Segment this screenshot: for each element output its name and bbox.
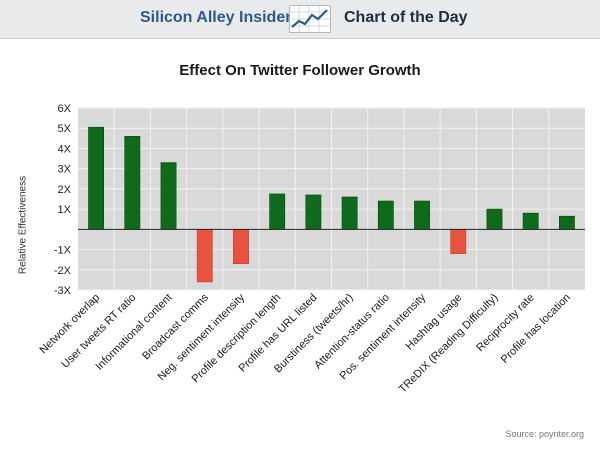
y-tick-label: 2X: [58, 184, 72, 196]
chart-title: Effect On Twitter Follower Growth: [179, 62, 421, 79]
bar: [450, 229, 467, 254]
brand-name[interactable]: Silicon Alley Insider: [140, 9, 292, 26]
chart-of-the-day-label: Chart of the Day: [344, 9, 468, 26]
bar: [196, 229, 213, 283]
bar: [486, 208, 503, 230]
bar: [377, 200, 394, 230]
y-tick-label: 1X: [58, 204, 72, 216]
y-axis-title: Relative Effectiveness: [18, 176, 29, 274]
y-tick-label: 5X: [58, 123, 72, 135]
chart-trend-icon: [289, 5, 331, 33]
x-tick-label: Network overlap: [38, 292, 103, 357]
x-tick-label: Profile has location: [499, 292, 573, 366]
source-note: Source: poynter.org: [505, 429, 584, 439]
y-tick-label: -3X: [54, 285, 72, 297]
bar: [305, 194, 322, 230]
y-tick-label: 3X: [58, 164, 72, 176]
bar: [558, 215, 575, 230]
bar: [233, 229, 249, 265]
y-axis-title-text: Relative Effectiveness: [18, 176, 29, 274]
bar: [414, 200, 430, 230]
bar: [88, 126, 105, 230]
x-tick-label: Broadcast comms: [140, 291, 211, 362]
y-tick-label: 4X: [58, 143, 72, 155]
bar: [160, 162, 177, 230]
bar: [269, 193, 286, 230]
bar: [522, 212, 539, 230]
y-tick-label: -2X: [54, 265, 72, 277]
bar: [341, 196, 358, 230]
y-tick-label: 6X: [58, 103, 72, 115]
bar: [124, 136, 141, 230]
header-banner: Silicon Alley Insider Chart of the Day: [0, 0, 600, 39]
y-tick-label: -1X: [54, 245, 72, 257]
